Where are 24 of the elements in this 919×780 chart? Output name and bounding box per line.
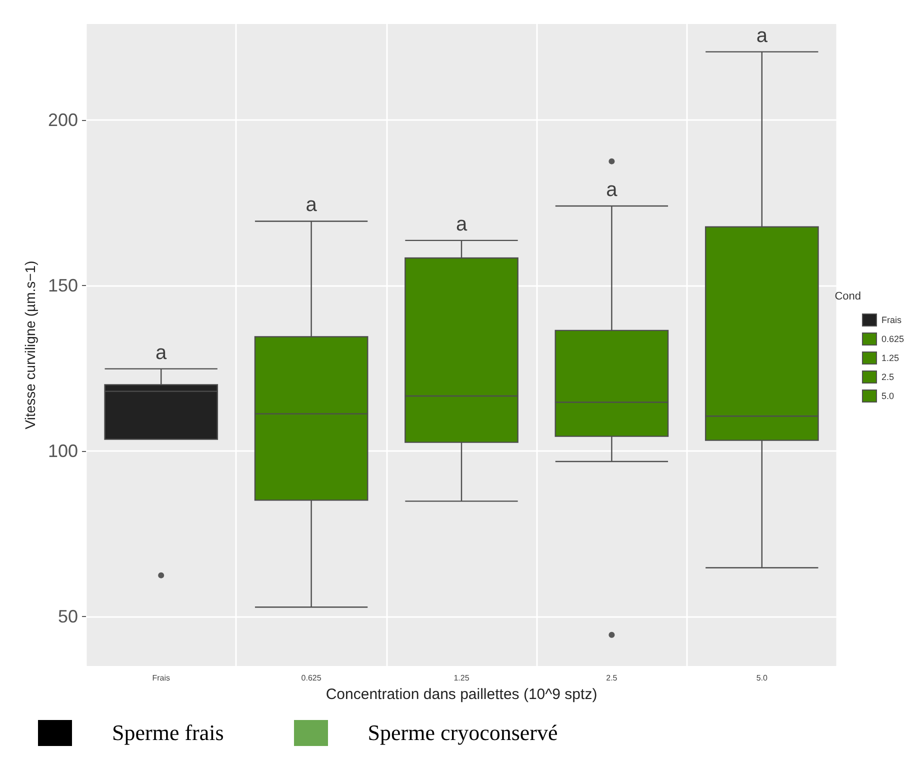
x-tick-label: Frais xyxy=(152,674,170,682)
y-tick-label: 150 xyxy=(48,275,78,296)
legend-title: Cond xyxy=(834,290,861,302)
y-tick-label: 100 xyxy=(48,440,78,461)
x-tick-label: 1.25 xyxy=(454,674,470,682)
legend-label: 1.25 xyxy=(881,353,900,363)
annotation: a xyxy=(306,194,318,216)
legend-label: 0.625 xyxy=(881,334,904,344)
x-tick-label: 0.625 xyxy=(301,674,322,682)
text: Sperme cryoconservé xyxy=(368,720,558,746)
text: Sperme frais xyxy=(112,720,224,746)
x-tick-label: 2.5 xyxy=(606,674,618,682)
annotation: a xyxy=(606,179,618,202)
annotation: a xyxy=(456,213,468,236)
legend-label: 2.5 xyxy=(881,372,894,382)
x-axis-title: Concentration dans paillettes (10^9 sptz) xyxy=(326,686,598,703)
y-tick-label: 50 xyxy=(58,606,78,626)
legend-label: 5.0 xyxy=(881,391,894,401)
legend-label: Frais xyxy=(881,315,902,325)
annotation: a xyxy=(156,342,168,364)
y-tick-label: 200 xyxy=(48,110,78,130)
annotation: a xyxy=(756,24,768,47)
x-tick-label: 5.0 xyxy=(756,674,768,682)
y-axis-title: Vitesse curviligne (µm.s−1) xyxy=(22,260,38,430)
